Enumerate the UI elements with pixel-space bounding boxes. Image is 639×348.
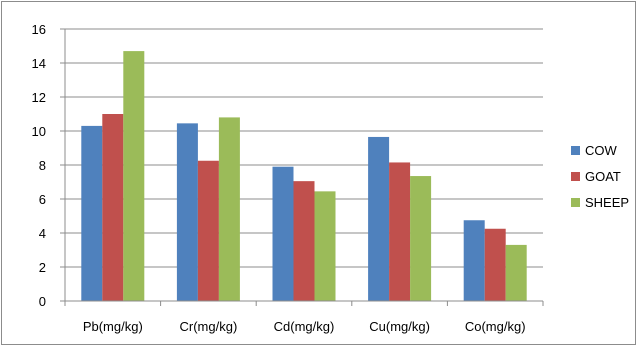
x-tick-label: Pb(mg/kg) (83, 319, 143, 334)
legend-label-sheep: SHEEP (585, 195, 629, 210)
bar-sheep-4 (505, 244, 527, 301)
bar-goat-0 (102, 114, 124, 301)
x-axis: Pb(mg/kg) Cr(mg/kg) Cd(mg/kg) Cu(mg/kg) Co(m… (64, 300, 544, 334)
bar-goat-1 (197, 160, 219, 301)
x-tick-label: Cr(mg/kg) (180, 319, 238, 334)
y-tick-label: 2 (39, 260, 46, 275)
bar-sheep-1 (218, 117, 240, 302)
bar-goat-2 (293, 181, 315, 301)
y-tick-label: 0 (39, 294, 46, 309)
bar-goat-3 (389, 162, 411, 301)
legend-swatch-goat (571, 172, 580, 181)
y-tick-label: 10 (32, 124, 46, 139)
y-tick-label: 6 (39, 192, 46, 207)
legend-label-cow: COW (585, 143, 618, 158)
legend-label-goat: GOAT (585, 169, 621, 184)
y-tick-label: 4 (39, 226, 46, 241)
bar-sheep-0 (123, 51, 145, 301)
x-tick-label: Cu(mg/kg) (369, 319, 430, 334)
bar-goat-4 (484, 228, 506, 301)
bar-cow-1 (176, 123, 198, 301)
y-axis: 0 2 4 6 8 10 12 14 16 (32, 22, 46, 309)
x-tick-label: Cd(mg/kg) (274, 319, 335, 334)
bar-cow-2 (272, 166, 294, 301)
y-tick-label: 14 (32, 56, 46, 71)
legend-swatch-sheep (571, 198, 580, 207)
bar-cow-3 (368, 136, 390, 301)
y-tick-label: 8 (39, 158, 46, 173)
bars (81, 51, 527, 302)
legend: COW GOAT SHEEP (571, 143, 629, 210)
legend-swatch-cow (571, 146, 580, 155)
bar-cow-0 (81, 125, 103, 302)
bar-cow-4 (463, 220, 485, 301)
y-tick-label: 12 (32, 90, 46, 105)
y-tick-label: 16 (32, 22, 46, 37)
x-tick-label: Co(mg/kg) (465, 319, 526, 334)
bar-sheep-3 (410, 176, 432, 301)
bar-sheep-2 (314, 191, 336, 301)
